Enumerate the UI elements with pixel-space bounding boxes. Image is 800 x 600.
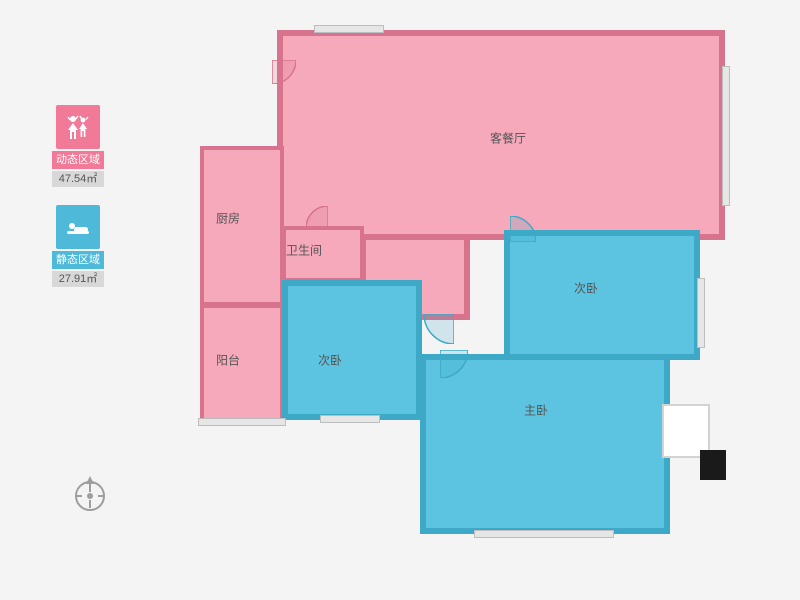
window-sill [722,66,730,206]
window-sill [474,530,614,538]
legend-dynamic-title: 动态区域 [52,151,104,169]
legend-static: 静态区域 27.91㎡ [48,205,108,287]
people-icon [56,105,100,149]
room-balcony [200,304,284,424]
window-sill [697,278,705,348]
window-sill [314,25,384,33]
legend-static-title: 静态区域 [52,251,104,269]
stage: 动态区域 47.54㎡ 静态区域 27.91㎡ [0,0,800,600]
legend: 动态区域 47.54㎡ 静态区域 27.91㎡ [48,105,108,305]
legend-dynamic: 动态区域 47.54㎡ [48,105,108,187]
door-arc [510,216,536,242]
floor-plan: 客餐厅厨房卫生间阳台次卧次卧主卧 [170,30,750,570]
compass-icon [70,470,110,510]
legend-static-value: 27.91㎡ [52,271,104,287]
legend-dynamic-value: 47.54㎡ [52,171,104,187]
window-sill [320,415,380,423]
room-bathroom [282,226,364,282]
window-sill [198,418,286,426]
door-arc [440,350,468,378]
exterior-pillar [700,450,726,480]
door-arc [272,60,296,84]
room-second_bed_left [282,280,422,420]
room-kitchen [200,146,284,306]
room-master_bed [420,354,670,534]
room-living_dining [277,30,725,240]
door-arc [424,314,454,344]
sleep-icon [56,205,100,249]
room-second_bed_right [504,230,700,360]
door-arc [306,206,328,228]
